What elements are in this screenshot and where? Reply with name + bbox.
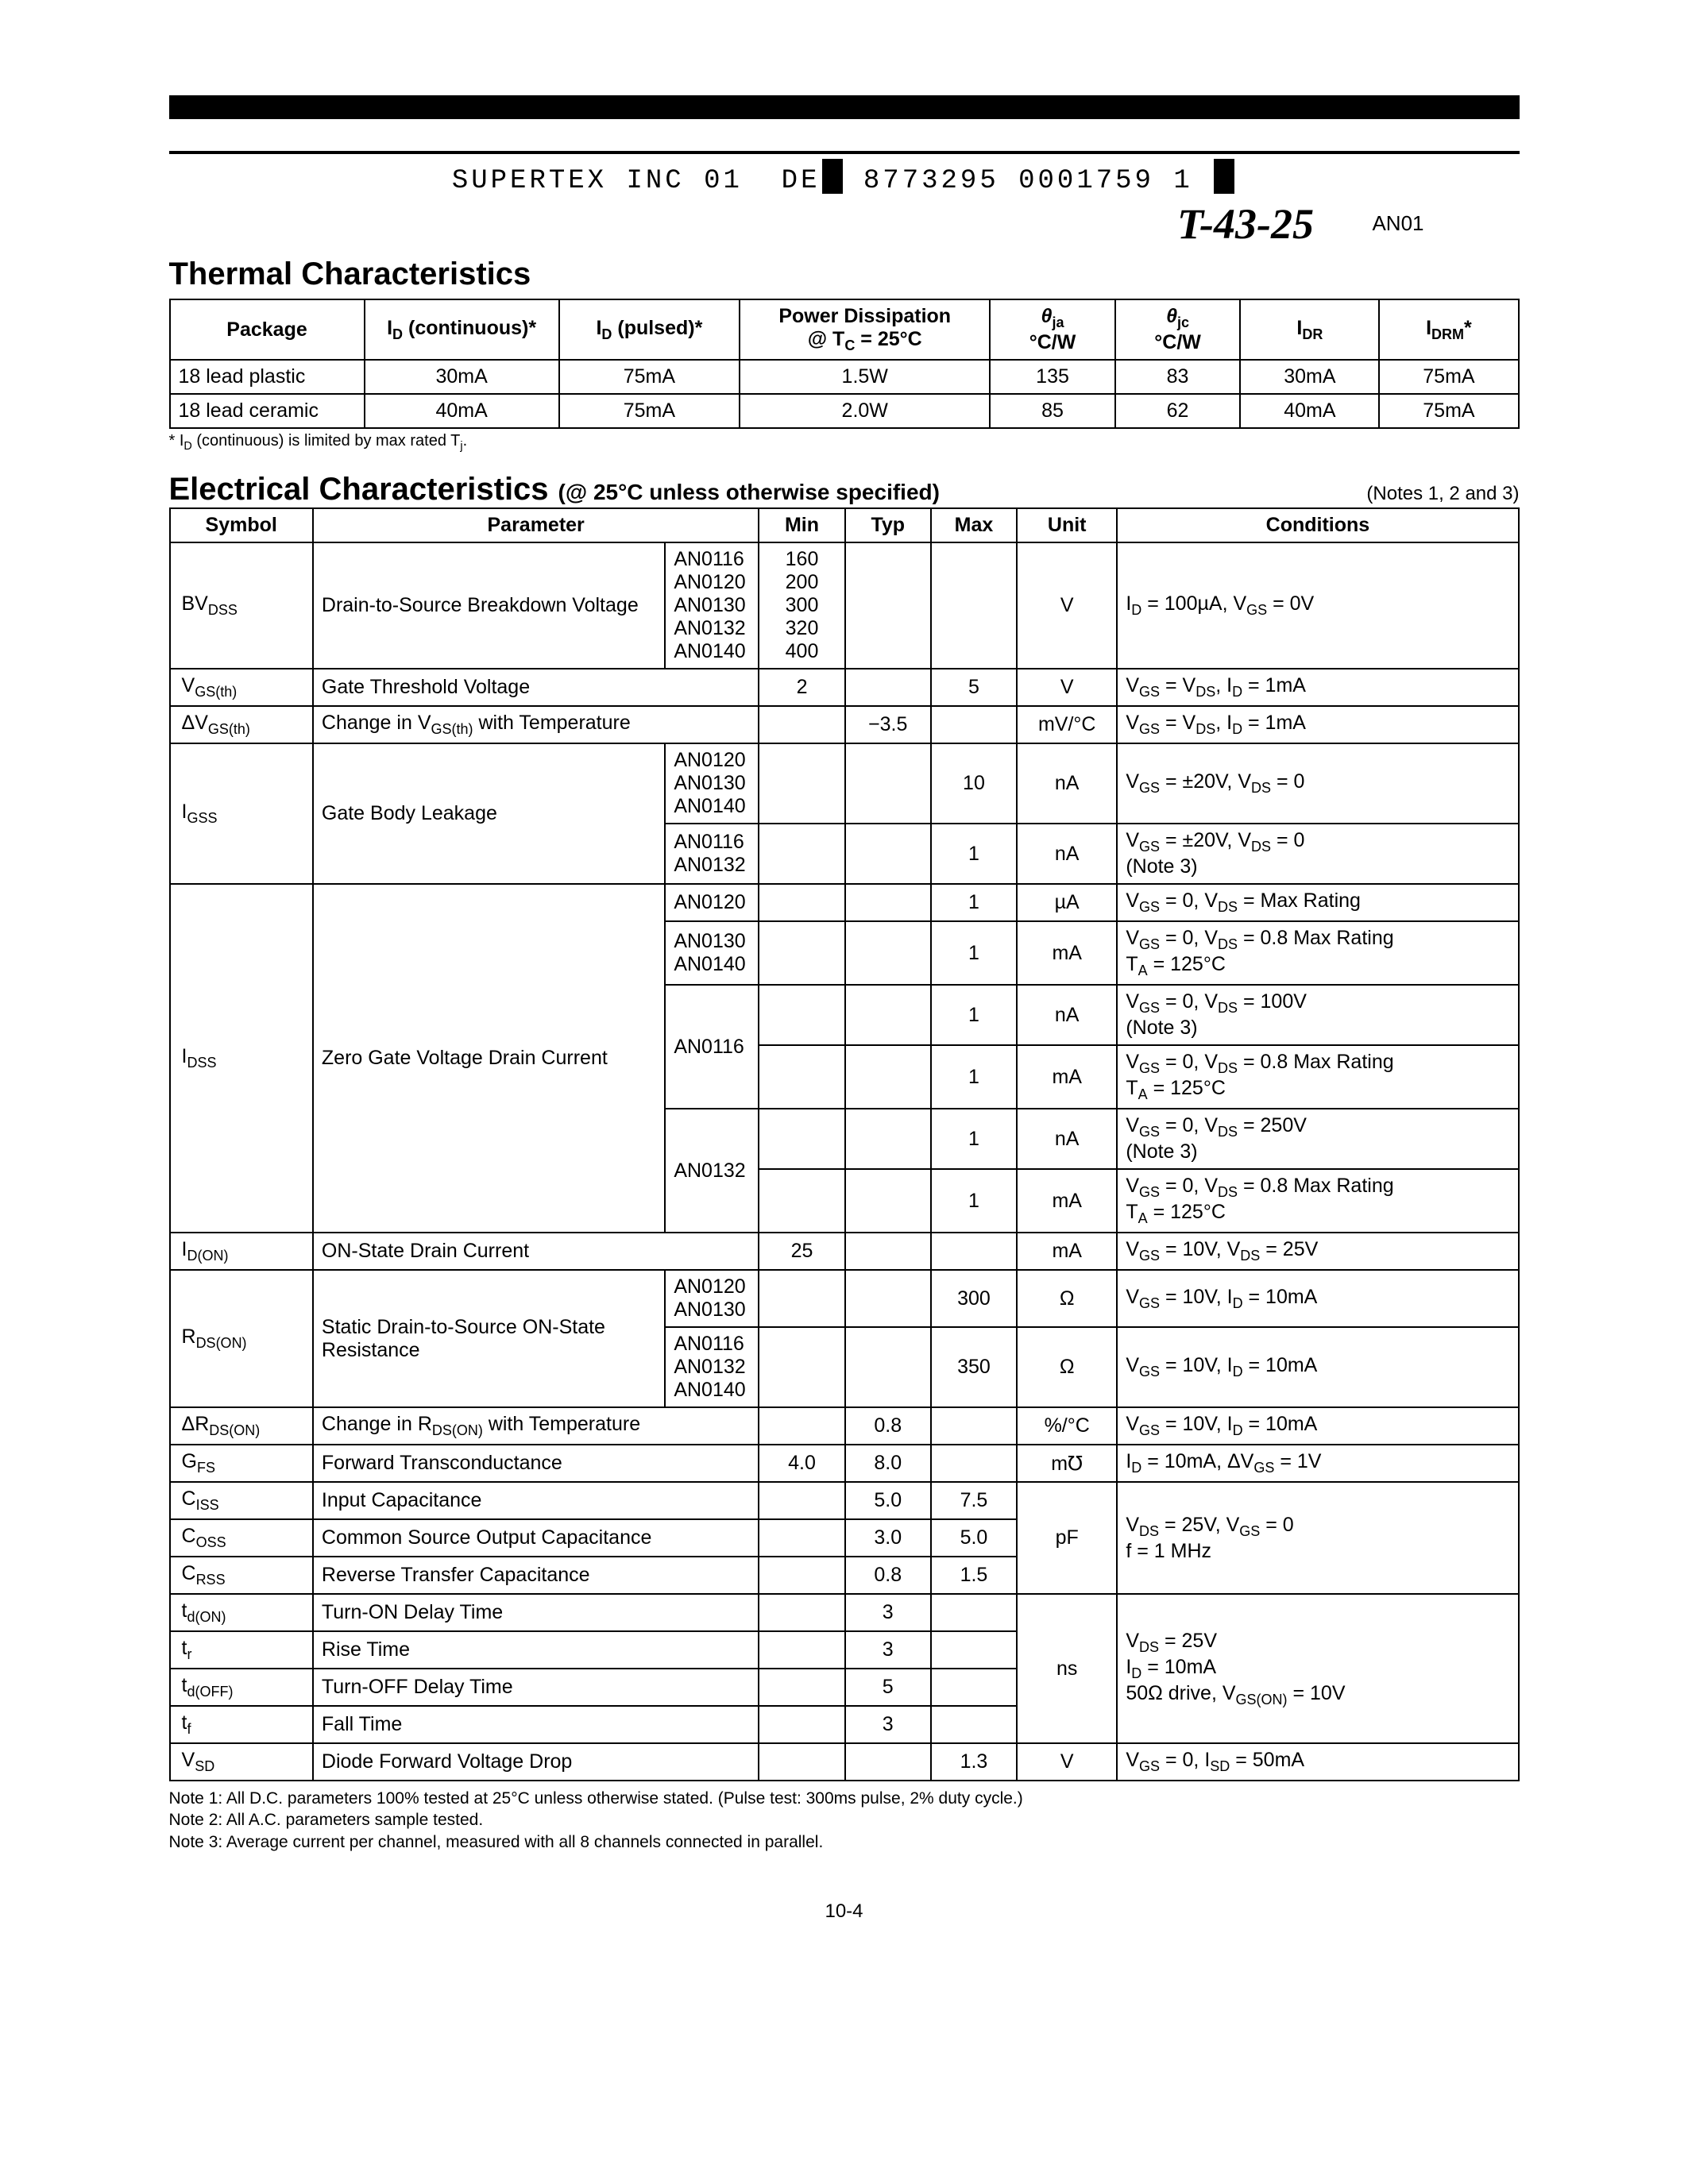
table-row: CISS Input Capacitance 5.0 7.5 pF VDS = … bbox=[170, 1482, 1519, 1519]
col-id-pulsed: ID (pulsed)* bbox=[559, 299, 740, 360]
header-rule bbox=[169, 151, 1520, 154]
scan-top-bar bbox=[169, 95, 1520, 143]
page-number: 10-4 bbox=[169, 1900, 1520, 1923]
thermal-table: Package ID (continuous)* ID (pulsed)* Po… bbox=[169, 299, 1520, 429]
col-symbol: Symbol bbox=[170, 508, 313, 542]
table-row: 18 lead plastic 30mA 75mA 1.5W 135 83 30… bbox=[170, 360, 1519, 394]
table-row: td(ON) Turn-ON Delay Time 3 ns VDS = 25V… bbox=[170, 1594, 1519, 1631]
electrical-subtitle: (@ 25°C unless otherwise specified) bbox=[558, 480, 940, 505]
redaction-box bbox=[822, 159, 843, 194]
thermal-footnote: * ID (continuous) is limited by max rate… bbox=[169, 432, 1520, 453]
electrical-header: Electrical Characteristics (@ 25°C unles… bbox=[169, 472, 1520, 507]
col-theta-ja: θja°C/W bbox=[990, 299, 1115, 360]
table-row: 18 lead ceramic 40mA 75mA 2.0W 85 62 40m… bbox=[170, 394, 1519, 428]
note-3: Note 3: Average current per channel, mea… bbox=[169, 1831, 1520, 1853]
note-1: Note 1: All D.C. parameters 100% tested … bbox=[169, 1788, 1520, 1809]
table-row: VSD Diode Forward Voltage Drop 1.3 V VGS… bbox=[170, 1743, 1519, 1781]
handwritten-text: T-43-25 bbox=[1177, 200, 1314, 248]
table-row: RDS(ON) Static Drain-to-Source ON-State … bbox=[170, 1270, 1519, 1327]
redaction-box bbox=[1214, 159, 1234, 194]
doc-id: AN01 bbox=[1372, 211, 1423, 235]
handwritten-id: T-43-25 AN01 bbox=[169, 199, 1520, 249]
electrical-notes-ref: (Notes 1, 2 and 3) bbox=[1366, 483, 1519, 505]
table-row: VGS(th) Gate Threshold Voltage 2 5 V VGS… bbox=[170, 669, 1519, 706]
electrical-table: Symbol Parameter Min Typ Max Unit Condit… bbox=[169, 507, 1520, 1781]
col-idr: IDR bbox=[1240, 299, 1379, 360]
col-max: Max bbox=[931, 508, 1017, 542]
col-power: Power Dissipation@ TC = 25°C bbox=[740, 299, 990, 360]
table-row: ΔVGS(th) Change in VGS(th) with Temperat… bbox=[170, 706, 1519, 743]
table-row: IGSS Gate Body Leakage AN0120AN0130AN014… bbox=[170, 743, 1519, 824]
table-row: GFS Forward Transconductance 4.0 8.0 m℧ … bbox=[170, 1445, 1519, 1482]
col-conditions: Conditions bbox=[1117, 508, 1518, 542]
col-unit: Unit bbox=[1017, 508, 1117, 542]
thermal-title: Thermal Characteristics bbox=[169, 257, 1520, 292]
table-row: ΔRDS(ON) Change in RDS(ON) with Temperat… bbox=[170, 1407, 1519, 1445]
table-header-row: Package ID (continuous)* ID (pulsed)* Po… bbox=[170, 299, 1519, 360]
note-2: Note 2: All A.C. parameters sample teste… bbox=[169, 1809, 1520, 1831]
notes-block: Note 1: All D.C. parameters 100% tested … bbox=[169, 1788, 1520, 1853]
col-id-cont: ID (continuous)* bbox=[365, 299, 559, 360]
electrical-title: Electrical Characteristics bbox=[169, 472, 549, 507]
table-row: IDSS Zero Gate Voltage Drain Current AN0… bbox=[170, 884, 1519, 921]
col-package: Package bbox=[170, 299, 365, 360]
col-theta-jc: θjc°C/W bbox=[1115, 299, 1241, 360]
col-typ: Typ bbox=[845, 508, 931, 542]
col-idrm: IDRM* bbox=[1379, 299, 1518, 360]
col-parameter: Parameter bbox=[313, 508, 759, 542]
table-row: ID(ON) ON-State Drain Current 25 mA VGS … bbox=[170, 1233, 1519, 1270]
table-header-row: Symbol Parameter Min Typ Max Unit Condit… bbox=[170, 508, 1519, 542]
table-row: BVDSS Drain-to-Source Breakdown Voltage … bbox=[170, 542, 1519, 669]
col-min: Min bbox=[759, 508, 844, 542]
ocr-header: SUPERTEX INC 01 DE 8773295 0001759 1 bbox=[169, 159, 1520, 196]
page: SUPERTEX INC 01 DE 8773295 0001759 1 T-4… bbox=[169, 95, 1520, 1923]
